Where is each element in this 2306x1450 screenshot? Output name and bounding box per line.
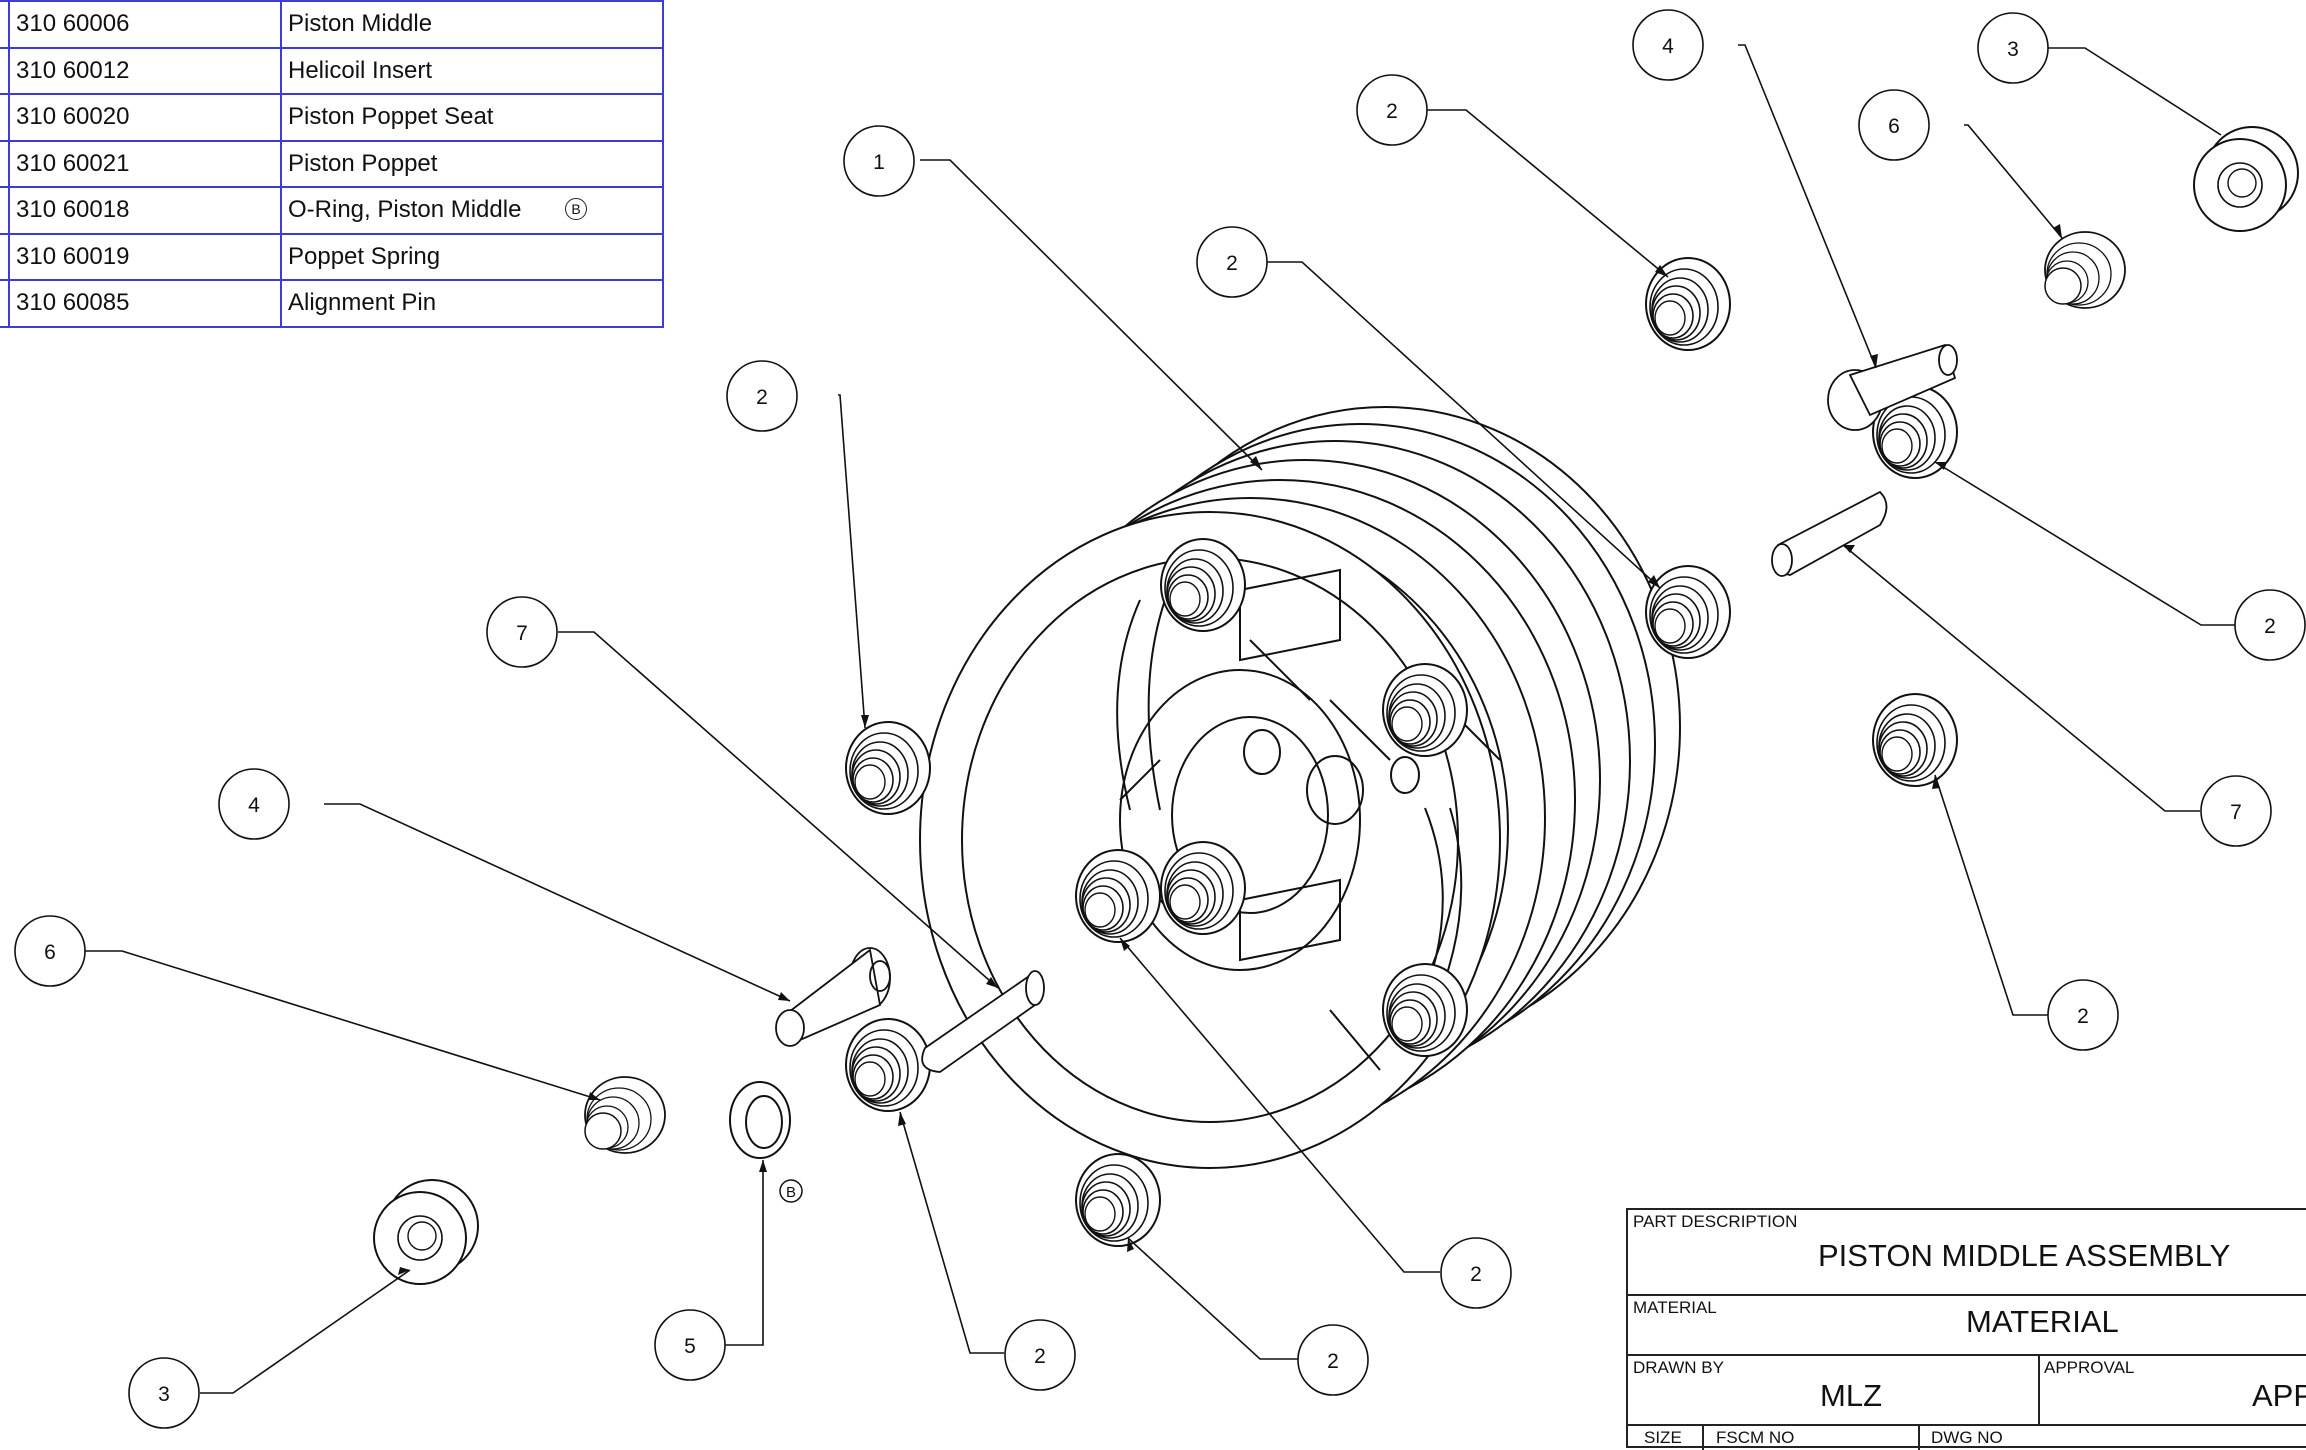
- svg-text:3: 3: [2007, 38, 2019, 61]
- description-text: O-Ring, Piston Middle: [288, 196, 522, 224]
- table-row: 310 60021 Piston Poppet: [0, 139, 664, 188]
- title-block: PART DESCRIPTION PISTON MIDDLE ASSEMBLY …: [1626, 1208, 2306, 1450]
- balloon-item-2: 2: [2234, 589, 2306, 661]
- part-number-cell: 310 60018: [8, 186, 282, 235]
- balloon-item-2: 2: [1297, 1324, 1369, 1396]
- svg-text:2: 2: [1034, 1345, 1046, 1368]
- description-cell: Piston Poppet Seat: [280, 93, 664, 142]
- approval-value: APP: [2252, 1378, 2306, 1413]
- balloon-item-2: 2: [1196, 226, 1268, 298]
- balloon-item-5: 5: [654, 1309, 726, 1381]
- part-number-cell: 310 60085: [8, 279, 282, 328]
- revision-note-text: B: [786, 1184, 796, 1201]
- balloon-item-6: 6: [14, 915, 86, 987]
- material-value: MATERIAL: [1966, 1304, 2119, 1339]
- size-label: SIZE: [1644, 1428, 1682, 1447]
- svg-text:5: 5: [684, 1335, 696, 1358]
- o-ring-part: [729, 1081, 791, 1159]
- table-row: 310 60006 Piston Middle: [0, 0, 664, 49]
- balloon-item-3: 3: [1977, 12, 2049, 84]
- revision-note-marker: B: [779, 1179, 803, 1203]
- balloon-item-2: 2: [2047, 979, 2119, 1051]
- svg-text:7: 7: [2230, 801, 2242, 824]
- description-cell: Alignment Pin: [280, 279, 664, 328]
- balloon-item-2: 2: [726, 360, 798, 432]
- revision-note-marker: B: [565, 198, 587, 220]
- svg-text:2: 2: [1470, 1263, 1482, 1286]
- balloon-item-2: 2: [1440, 1237, 1512, 1309]
- svg-text:2: 2: [1327, 1350, 1339, 1373]
- balloon-item-2: 2: [1356, 74, 1428, 146]
- part-number-cell: 310 60021: [8, 139, 282, 188]
- leader-arrowheads: [398, 224, 2062, 1275]
- part-number-cell: 310 60019: [8, 232, 282, 281]
- balloon-item-1: 1: [843, 125, 915, 197]
- part-number-cell: 310 60006: [8, 0, 282, 49]
- description-cell: Piston Poppet: [280, 139, 664, 188]
- drawn-by-row: DRAWN BY MLZ APPROVAL APP: [1628, 1356, 2306, 1426]
- balloon-item-4: 4: [1632, 9, 1704, 81]
- svg-text:4: 4: [1662, 35, 1674, 58]
- description-cell: Piston Middle: [280, 0, 664, 49]
- balloon-item-3: 3: [128, 1357, 200, 1429]
- table-row: 310 60019 Poppet Spring: [0, 232, 664, 281]
- material-label: MATERIAL: [1633, 1298, 1717, 1317]
- svg-text:2: 2: [1226, 252, 1238, 275]
- description-cell: Poppet Spring: [280, 232, 664, 281]
- dwg-no-label: DWG NO: [1931, 1428, 2003, 1447]
- approval-divider: [2038, 1356, 2040, 1424]
- svg-text:6: 6: [44, 941, 56, 964]
- part-number-cell: 310 60012: [8, 46, 282, 95]
- svg-text:6: 6: [1888, 115, 1900, 138]
- balloon-item-4: 4: [218, 768, 290, 840]
- drawn-by-label: DRAWN BY: [1633, 1358, 1724, 1377]
- svg-text:2: 2: [2077, 1005, 2089, 1028]
- parts-list-table: 310 60006 Piston Middle 310 60012 Helico…: [0, 0, 664, 328]
- svg-text:3: 3: [158, 1383, 170, 1406]
- approval-label: APPROVAL: [2044, 1358, 2135, 1377]
- balloon-item-6: 6: [1858, 89, 1930, 161]
- description-cell: Helicoil Insert: [280, 46, 664, 95]
- piston-poppet-parts: [775, 343, 1958, 1047]
- table-row: 310 60018 O-Ring, Piston Middle B: [0, 186, 664, 235]
- description-cell: O-Ring, Piston Middle B: [280, 186, 664, 235]
- piston-middle-part: [919, 406, 1681, 1169]
- table-row: 310 60012 Helicoil Insert: [0, 46, 664, 95]
- svg-text:2: 2: [756, 386, 768, 409]
- material-row: MATERIAL MATERIAL: [1628, 1296, 2306, 1356]
- item-balloons: 1 2 2 4 3 6 2 7 2 2 7 4 6 2 2 2 5 3: [14, 9, 2306, 1429]
- svg-text:2: 2: [1386, 100, 1398, 123]
- svg-text:7: 7: [516, 622, 528, 645]
- leader-lines: [85, 44, 2235, 1394]
- table-row: 310 60085 Alignment Pin: [0, 279, 664, 328]
- fscm-label: FSCM NO: [1716, 1428, 1795, 1447]
- part-description-label: PART DESCRIPTION: [1633, 1212, 1798, 1231]
- alignment-pin-parts: [921, 490, 1888, 1073]
- svg-text:1: 1: [873, 151, 885, 174]
- svg-text:2: 2: [2264, 615, 2276, 638]
- part-number-cell: 310 60020: [8, 93, 282, 142]
- balloon-item-7: 7: [486, 596, 558, 668]
- part-description-value: PISTON MIDDLE ASSEMBLY: [1818, 1238, 2231, 1273]
- part-description-row: PART DESCRIPTION PISTON MIDDLE ASSEMBLY: [1628, 1210, 2306, 1296]
- balloon-item-7: 7: [2200, 775, 2272, 847]
- drawn-by-value: MLZ: [1820, 1378, 1882, 1413]
- svg-text:4: 4: [248, 794, 260, 817]
- table-row: 310 60020 Piston Poppet Seat: [0, 93, 664, 142]
- balloon-item-2: 2: [1004, 1319, 1076, 1391]
